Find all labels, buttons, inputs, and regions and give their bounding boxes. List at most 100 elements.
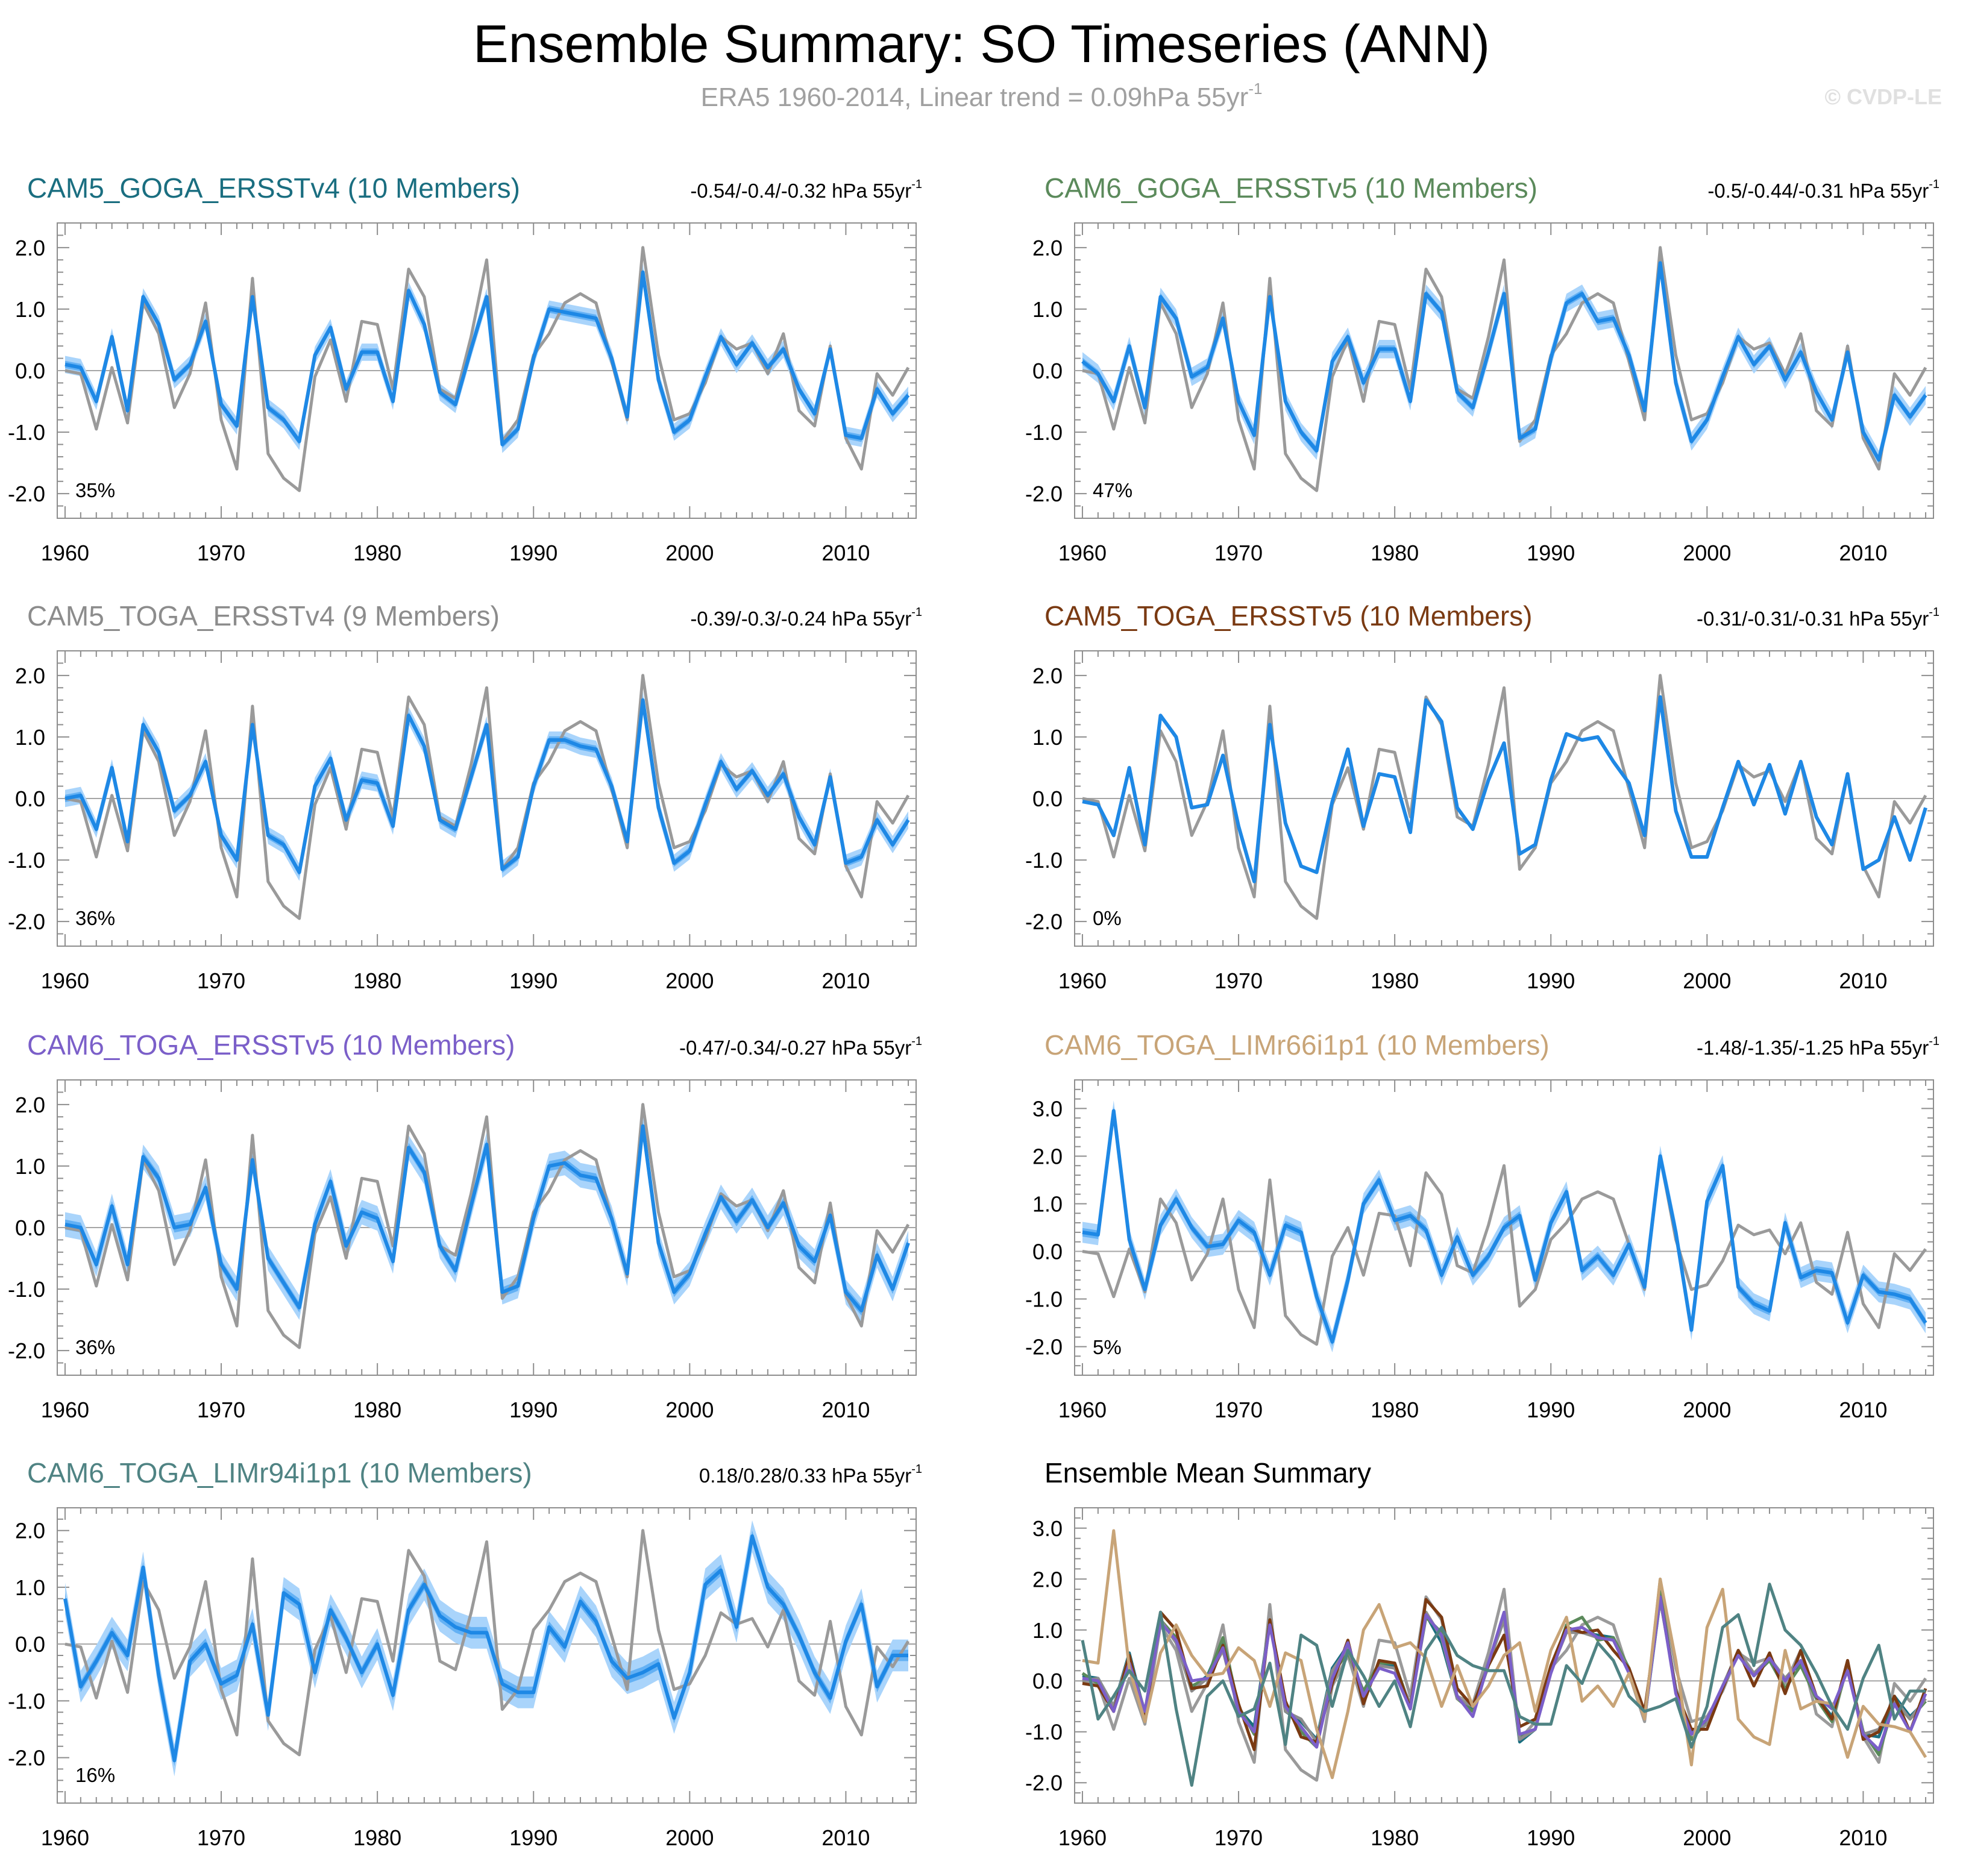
pct-label: 35% (75, 479, 115, 501)
x-tick-label: 2010 (1839, 968, 1887, 993)
trend-label: -1.48/-1.35/-1.25 hPa 55yr-1 (1697, 1035, 1939, 1059)
x-tick-label: 1980 (1371, 1398, 1419, 1422)
y-tick-label: 2.0 (1032, 1144, 1063, 1169)
x-tick-label: 1970 (197, 541, 245, 565)
figure-title: Ensemble Summary: SO Timeseries (ANN) (473, 14, 1490, 74)
obs-line (1082, 1155, 1927, 1346)
y-tick-label: 1.0 (15, 1154, 45, 1179)
y-tick-label: 3.0 (1032, 1096, 1063, 1121)
x-tick-label: 1990 (509, 968, 557, 993)
obs-line (1082, 246, 1927, 492)
trend-exponent: -1 (1929, 606, 1939, 619)
x-tick-label: 2000 (665, 541, 714, 565)
trend-label: -0.47/-0.34/-0.27 hPa 55yr-1 (679, 1035, 922, 1059)
trend-exponent: -1 (911, 178, 922, 191)
ensemble-mean-line (63, 1534, 908, 1763)
y-tick-label: 0.0 (1032, 359, 1063, 383)
y-tick-label: -2.0 (8, 909, 45, 934)
trend-text: 0.18/0.28/0.33 hPa 55yr (699, 1464, 911, 1487)
panel-title: CAM6_GOGA_ERSSTv5 (10 Members) (1044, 172, 1537, 204)
y-tick-label: 2.0 (1032, 1567, 1063, 1592)
y-tick-label: -2.0 (8, 482, 45, 506)
x-tick-label: 1990 (509, 541, 557, 565)
panel-title: CAM6_TOGA_ERSSTv5 (10 Members) (27, 1029, 515, 1061)
panel-title: CAM5_GOGA_ERSSTv4 (10 Members) (27, 172, 520, 204)
x-tick-label: 2010 (1839, 1398, 1887, 1422)
x-tick-label: 2000 (665, 968, 714, 993)
trend-exponent: -1 (1929, 1035, 1939, 1048)
pct-label: 0% (1093, 907, 1122, 929)
ensemble-spread-inner (65, 1121, 908, 1316)
x-tick-label: 1960 (41, 541, 89, 565)
y-tick-label: 1.0 (1032, 1191, 1063, 1216)
trend-text: -1.48/-1.35/-1.25 hPa 55yr (1697, 1037, 1929, 1059)
panel-p2: CAM6_GOGA_ERSSTv5 (10 Members) -0.5/-0.44… (1025, 172, 1939, 565)
cvdp-credit: © CVDP-LE (1824, 84, 1942, 109)
x-tick-label: 1980 (353, 541, 401, 565)
x-tick-label: 2000 (665, 1398, 714, 1422)
ensemble-spread-outer (65, 263, 908, 453)
y-tick-label: 0.0 (1032, 1240, 1063, 1264)
y-tick-label: 0.0 (15, 786, 45, 811)
pct-label: 16% (75, 1764, 115, 1786)
subtitle-text: ERA5 1960-2014, Linear trend = 0.09hPa 5… (700, 83, 1249, 112)
y-tick-label: -2.0 (1025, 909, 1063, 934)
trend-text: -0.5/-0.44/-0.31 hPa 55yr (1707, 180, 1929, 202)
x-tick-label: 1960 (1058, 968, 1107, 993)
x-tick-label: 1970 (1214, 541, 1263, 565)
x-tick-label: 1960 (41, 968, 89, 993)
panel-p4: CAM5_TOGA_ERSSTv5 (10 Members) -0.31/-0.3… (1025, 600, 1939, 993)
panel-title: CAM6_TOGA_LIMr94i1p1 (10 Members) (27, 1457, 532, 1489)
y-tick-label: 2.0 (15, 664, 45, 688)
panel-title: Ensemble Mean Summary (1044, 1457, 1371, 1489)
series-line-p7 (1081, 1583, 1926, 1787)
y-tick-label: 0.0 (15, 359, 45, 383)
y-tick-label: -2.0 (1025, 482, 1063, 506)
y-tick-label: -2.0 (1025, 1335, 1063, 1360)
x-tick-label: 2000 (1683, 1398, 1731, 1422)
pct-label: 5% (1093, 1336, 1122, 1358)
panel-p5: CAM6_TOGA_ERSSTv5 (10 Members) -0.47/-0.3… (8, 1029, 922, 1422)
x-tick-label: 1980 (1371, 968, 1419, 993)
panel-title: CAM5_TOGA_ERSSTv4 (9 Members) (27, 600, 500, 632)
x-tick-label: 1970 (197, 968, 245, 993)
x-tick-label: 1970 (1214, 968, 1263, 993)
figure-subtitle: ERA5 1960-2014, Linear trend = 0.09hPa 5… (0, 80, 1963, 113)
y-tick-label: 1.0 (15, 297, 45, 322)
x-tick-label: 1980 (1371, 1825, 1419, 1850)
x-tick-label: 1980 (1371, 541, 1419, 565)
obs-line (1082, 1577, 1927, 1782)
trend-exponent: -1 (911, 1035, 922, 1048)
y-tick-label: -1.0 (8, 848, 45, 873)
x-tick-label: 1980 (353, 1825, 401, 1850)
ensemble-mean-line (64, 698, 910, 874)
ensemble-mean-line (1081, 261, 1927, 462)
x-tick-label: 2010 (821, 541, 870, 565)
y-tick-label: -1.0 (8, 1277, 45, 1302)
y-tick-label: -2.0 (1025, 1771, 1063, 1795)
ensemble-mean-line (1082, 1109, 1927, 1344)
x-tick-label: 1990 (509, 1825, 557, 1850)
x-tick-label: 1990 (509, 1398, 557, 1422)
y-tick-label: 0.0 (15, 1216, 45, 1240)
trend-text: -0.54/-0.4/-0.32 hPa 55yr (690, 180, 911, 202)
x-tick-label: 1960 (1058, 1398, 1107, 1422)
x-tick-label: 2010 (821, 968, 870, 993)
trend-label: -0.5/-0.44/-0.31 hPa 55yr-1 (1707, 178, 1939, 202)
x-tick-label: 2010 (1839, 541, 1887, 565)
series-line-p6 (1082, 1529, 1927, 1780)
y-tick-label: 1.0 (15, 725, 45, 750)
panel-title: CAM5_TOGA_ERSSTv5 (10 Members) (1044, 600, 1533, 632)
x-tick-label: 1990 (1527, 1825, 1575, 1850)
pct-label: 36% (75, 1336, 115, 1358)
pct-label: 36% (75, 907, 115, 929)
x-tick-label: 1960 (1058, 1825, 1107, 1850)
obs-line (64, 246, 910, 492)
x-tick-label: 1970 (1214, 1825, 1263, 1850)
x-tick-label: 1960 (1058, 541, 1107, 565)
ensemble-spread-outer (65, 1520, 908, 1777)
x-tick-label: 1990 (1527, 541, 1575, 565)
x-tick-label: 2010 (821, 1825, 870, 1850)
ensemble-spread-outer (65, 691, 908, 881)
